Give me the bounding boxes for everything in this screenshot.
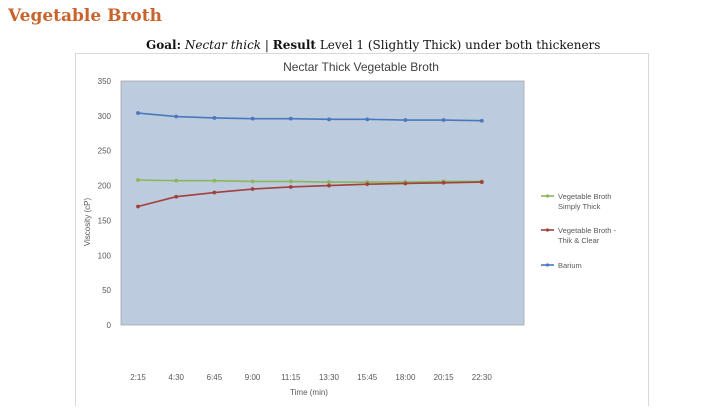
- data-point: [250, 187, 255, 191]
- data-point: [327, 180, 331, 184]
- legend-label: Barium: [558, 261, 582, 270]
- data-point: [250, 116, 255, 121]
- x-tick-label: 13:30: [319, 373, 340, 382]
- result-label: Result: [272, 38, 316, 52]
- y-tick-label: 250: [98, 147, 112, 156]
- data-point: [403, 118, 408, 122]
- legend-marker: [545, 228, 550, 232]
- data-point: [212, 178, 217, 183]
- data-point: [288, 179, 293, 184]
- y-tick-label: 100: [98, 251, 112, 260]
- x-tick-label: 4:30: [168, 373, 184, 382]
- data-point: [212, 116, 217, 120]
- legend-marker: [545, 263, 550, 267]
- legend-label: Vegetable Broth Simply Thick: [558, 192, 611, 211]
- y-tick-label: 200: [98, 182, 112, 191]
- data-point: [136, 178, 140, 182]
- x-tick-label: 6:45: [207, 373, 223, 382]
- data-point: [136, 204, 140, 209]
- data-point: [212, 190, 217, 195]
- x-tick-label: 9:00: [245, 373, 261, 382]
- data-point: [327, 117, 331, 122]
- series-line: [137, 181, 482, 208]
- goal-label: Goal:: [146, 38, 182, 52]
- result-value: Level 1 (Slightly Thick) under both thic…: [319, 38, 601, 52]
- data-point: [288, 116, 293, 121]
- y-tick-label: 0: [107, 321, 112, 330]
- goal-value: Nectar thick: [184, 38, 262, 52]
- separator: |: [264, 38, 269, 52]
- data-point: [174, 178, 179, 183]
- data-point: [288, 185, 293, 189]
- y-tick-label: 350: [98, 77, 112, 86]
- data-point: [136, 111, 140, 115]
- x-tick-label: 22:30: [472, 373, 493, 382]
- data-point: [403, 181, 408, 186]
- x-axis-label: Time (min): [290, 388, 328, 397]
- y-tick-label: 50: [102, 286, 111, 295]
- y-axis-label: Viscosity (cP): [83, 198, 92, 247]
- series-line: [137, 112, 482, 122]
- data-point: [365, 117, 370, 122]
- data-point: [365, 182, 370, 187]
- data-point: [250, 179, 255, 184]
- chart-title: Nectar Thick Vegetable Broth: [283, 60, 439, 74]
- x-tick-label: 18:00: [395, 373, 416, 382]
- x-tick-label: 2:15: [130, 373, 146, 382]
- plot-area: [120, 80, 525, 326]
- data-point: [327, 183, 331, 188]
- x-tick-label: 11:15: [281, 373, 301, 382]
- data-point: [174, 114, 179, 119]
- data-point: [479, 118, 484, 123]
- data-point: [174, 194, 179, 199]
- x-tick-label: 20:15: [434, 373, 455, 382]
- x-tick-label: 15:45: [357, 373, 378, 382]
- y-tick-label: 300: [98, 112, 112, 121]
- goal-result-line: Goal: Nectar thick | Result Level 1 (Sli…: [146, 38, 600, 52]
- data-point: [441, 118, 446, 122]
- slide-title: Vegetable Broth: [8, 6, 162, 26]
- chart-frame: Nectar Thick Vegetable Broth 0 50 100 150 200…: [75, 53, 649, 406]
- legend-marker: [545, 194, 550, 198]
- data-point: [441, 180, 446, 185]
- legend-label: Vegetable Broth -Thik & Clear: [558, 226, 616, 245]
- data-point: [479, 180, 484, 184]
- viscosity-line-chart: Nectar Thick Vegetable Broth 0 50 100 150 200…: [83, 60, 616, 397]
- y-tick-label: 150: [98, 216, 112, 225]
- series-line: [137, 179, 482, 183]
